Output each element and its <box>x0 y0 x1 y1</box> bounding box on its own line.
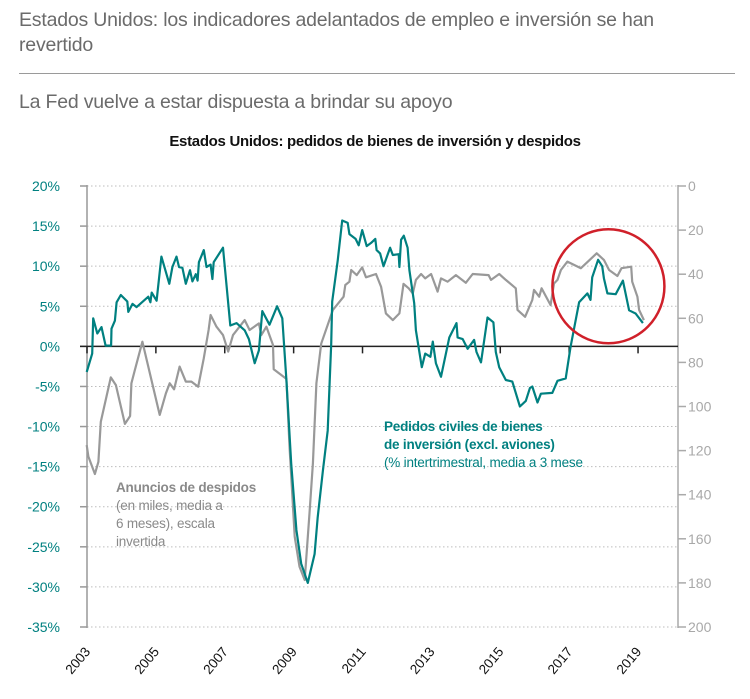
right-axis-tick-label: 140 <box>688 487 712 503</box>
right-axis-tick-label: 20 <box>688 222 704 238</box>
layoffs-label-line4: invertida <box>116 534 166 549</box>
left-axis-tick-label: 20% <box>32 178 60 194</box>
x-axis-tick-label: 2007 <box>200 644 231 677</box>
left-axis-tick-label: -20% <box>27 499 60 515</box>
right-axis-tick-label: 160 <box>688 531 712 547</box>
left-axis-tick-label: -30% <box>27 579 60 595</box>
right-axis-tick-label: 60 <box>688 310 704 326</box>
chart-title: Estados Unidos: pedidos de bienes de inv… <box>169 133 581 150</box>
left-axis-tick-label: -10% <box>27 419 60 435</box>
x-axis-tick-label: 2005 <box>131 644 162 677</box>
layoffs-series-label: Anuncios de despidos (en miles, media a … <box>116 479 256 551</box>
layoffs-label-line1: Anuncios de despidos <box>116 480 257 495</box>
left-axis-tick-label: 15% <box>32 218 60 234</box>
x-axis-tick-label: 2019 <box>614 644 645 677</box>
right-axis-tick-label: 40 <box>688 266 704 282</box>
divider <box>19 73 735 74</box>
x-axis-tick-label: 2015 <box>476 644 507 677</box>
left-axis-tick-label: 5% <box>40 298 60 314</box>
page-title: Estados Unidos: los indicadores adelanta… <box>19 9 654 56</box>
page-subtitle: La Fed vuelve a estar dispuesta a brinda… <box>19 91 453 113</box>
left-axis-tick-label: -15% <box>27 459 60 475</box>
right-axis-tick-label: 180 <box>688 575 712 591</box>
right-axis-tick-label: 80 <box>688 354 704 370</box>
orders-label-line1: Pedidos civiles de bienes <box>384 419 543 434</box>
x-axis-tick-label: 2013 <box>407 644 438 677</box>
left-axis-tick-label: 10% <box>32 258 60 274</box>
left-axis-tick-label: 0% <box>40 338 60 354</box>
left-axis-tick-label: -35% <box>27 619 60 635</box>
x-axis-tick-label: 2011 <box>339 644 369 676</box>
orders-series-label: Pedidos civiles de bienes de inversión (… <box>384 418 583 472</box>
right-axis-tick-label: 200 <box>688 619 712 635</box>
left-axis-tick-label: -25% <box>27 539 60 555</box>
right-axis-tick-label: 120 <box>688 443 712 459</box>
orders-label-line2: de inversión (excl. aviones) <box>384 437 555 452</box>
layoffs-label-line2: (en miles, media a <box>116 498 223 513</box>
x-axis-tick-label: 2003 <box>62 644 93 677</box>
x-axis-tick-label: 2009 <box>269 644 300 677</box>
orders-series-line <box>85 219 644 584</box>
right-axis-tick-label: 0 <box>688 178 696 194</box>
right-axis-tick-label: 100 <box>688 399 712 415</box>
highlight-circle <box>551 227 666 345</box>
layoffs-series-line <box>85 252 645 582</box>
left-axis-tick-label: -5% <box>35 378 60 394</box>
layoffs-label-line3: 6 meses), escala <box>116 516 215 531</box>
x-axis-tick-label: 2017 <box>545 644 576 677</box>
orders-label-line3: (% intertrimestral, media a 3 mese <box>384 455 583 470</box>
